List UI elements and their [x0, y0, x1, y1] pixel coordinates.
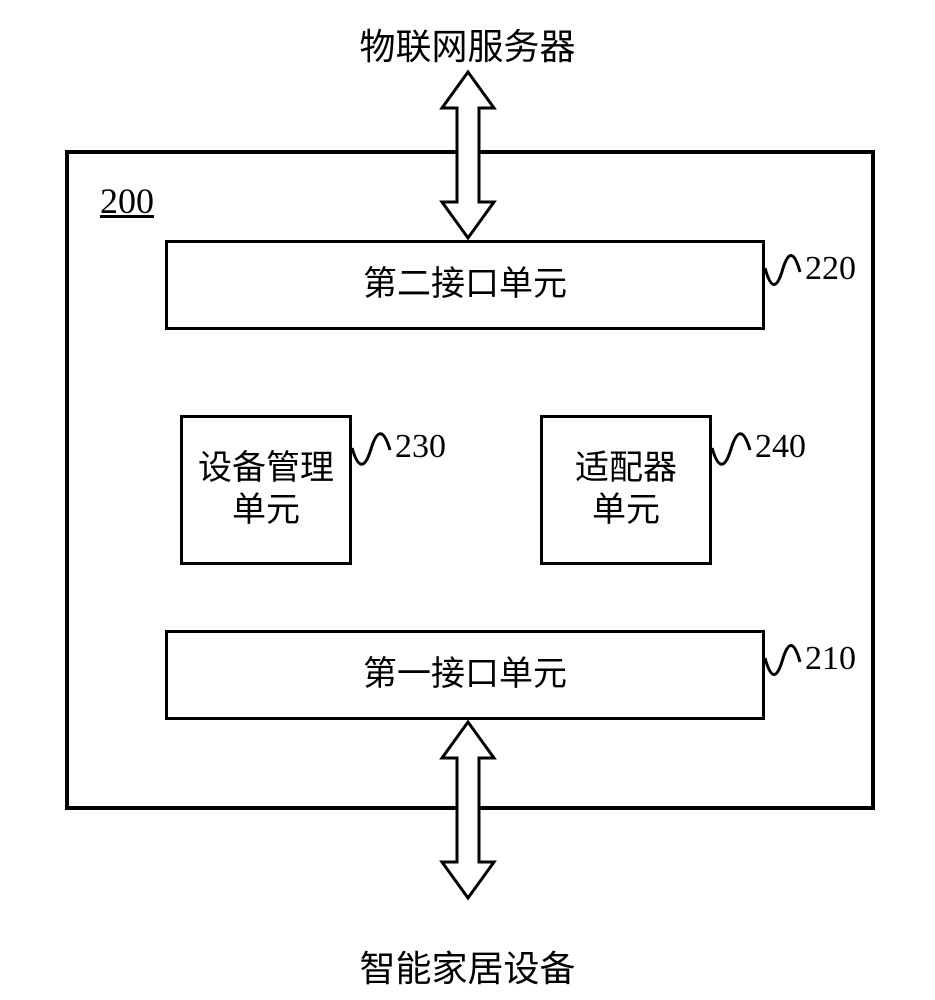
box-220-text: 第二接口单元 — [363, 264, 567, 307]
ref-230: 230 — [395, 428, 446, 466]
diagram-stage: 物联网服务器 智能家居设备 200 第二接口单元 设备管理 单元 适配器 单元 … — [0, 0, 935, 1000]
ref-220: 220 — [805, 250, 856, 288]
ref-210: 210 — [805, 640, 856, 678]
id-200: 200 — [100, 180, 154, 222]
box-220: 第二接口单元 — [165, 240, 765, 330]
box-230-text: 设备管理 单元 — [198, 448, 334, 533]
box-210-text: 第一接口单元 — [363, 654, 567, 697]
box-240-text: 适配器 单元 — [575, 448, 677, 533]
box-240: 适配器 单元 — [540, 415, 712, 565]
label-iot-server: 物联网服务器 — [0, 18, 935, 70]
box-210: 第一接口单元 — [165, 630, 765, 720]
label-smart-home-device: 智能家居设备 — [0, 940, 935, 992]
ref-240: 240 — [755, 428, 806, 466]
box-230: 设备管理 单元 — [180, 415, 352, 565]
